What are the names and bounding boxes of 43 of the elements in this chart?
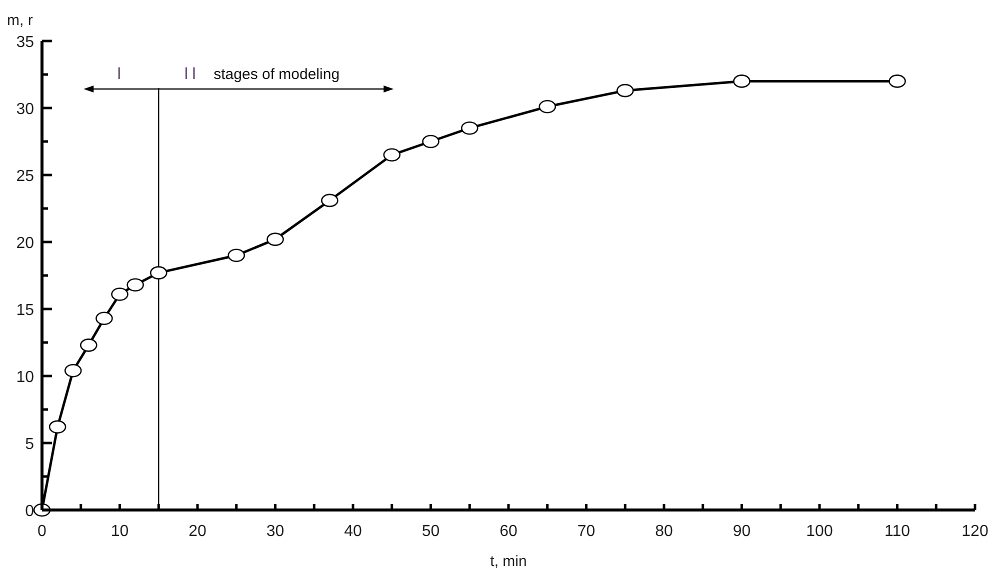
y-tick-label: 35 — [16, 34, 34, 51]
point — [228, 248, 246, 262]
annotation: stages of modeling — [214, 66, 340, 83]
y-tick-label: 25 — [16, 168, 34, 185]
y-axis-title: m, r — [7, 12, 33, 29]
y-tick-label: 5 — [25, 436, 34, 453]
x-axis-title: t, min — [490, 553, 527, 570]
point — [266, 232, 284, 246]
x-tick-label: 70 — [577, 523, 596, 540]
x-tick-label: 100 — [806, 523, 833, 540]
point — [321, 194, 338, 208]
y-tick-label: 10 — [16, 369, 34, 386]
point — [96, 312, 113, 326]
y-tick-label: 30 — [16, 101, 34, 118]
point — [80, 338, 98, 352]
x-tick-label: 20 — [188, 523, 206, 540]
point — [383, 148, 401, 162]
point — [126, 278, 144, 292]
point — [422, 134, 440, 148]
annotation: I — [116, 64, 124, 83]
x-tick-label: 50 — [422, 523, 440, 540]
annotation: II — [184, 64, 200, 83]
x-tick-label: 90 — [732, 523, 751, 540]
point — [888, 74, 906, 88]
x-tick-label: 110 — [884, 523, 910, 540]
point — [733, 74, 750, 88]
y-tick-label: 20 — [16, 235, 34, 252]
point — [48, 420, 66, 434]
x-tick-label: 120 — [962, 523, 988, 540]
point — [111, 288, 128, 301]
point — [616, 84, 634, 98]
point — [150, 266, 168, 280]
x-tick-label: 60 — [500, 523, 518, 540]
x-tick-label: 40 — [344, 523, 362, 540]
y-tick-label: 15 — [16, 302, 34, 319]
x-tick-label: 0 — [38, 523, 47, 540]
x-tick-label: 80 — [655, 523, 673, 540]
point — [538, 100, 556, 114]
point — [460, 121, 478, 135]
x-tick-label: 30 — [266, 523, 284, 540]
y-tick-label: 0 — [25, 503, 34, 520]
point — [64, 364, 82, 378]
x-tick-label: 10 — [110, 523, 129, 540]
